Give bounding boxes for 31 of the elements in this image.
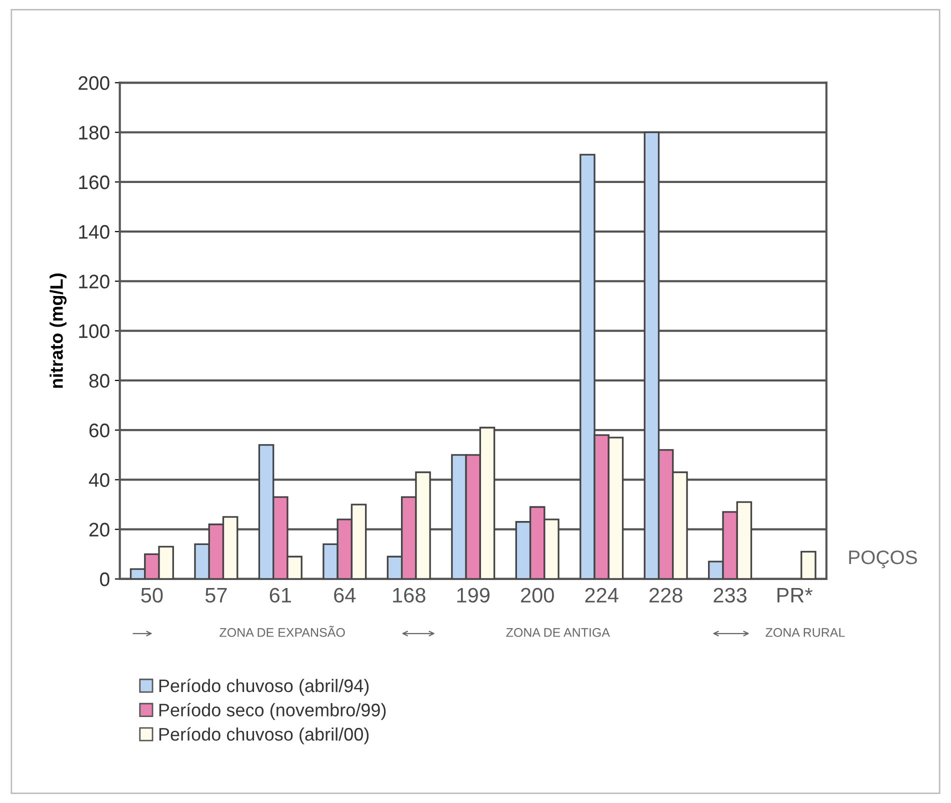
y-tick-label: 0 [100,572,110,586]
legend-label: Período chuvoso (abril/00) [159,727,369,744]
y-tick-label: 200 [78,76,110,90]
y-tick-label: 120 [79,274,110,288]
bar [800,550,816,579]
x-tick-label: 57 [205,588,227,603]
x-tick-label: 61 [270,588,291,603]
y-tick-label: 80 [89,374,110,388]
legend-label: Período chuvoso (abril/94) [159,678,369,696]
y-tick-label: 40 [88,473,110,487]
x-tick-label: 50 [141,588,163,603]
x-tick-label: 199 [457,588,490,603]
text: ZONA DE ANTIGA [506,628,610,637]
y-tick-label: 180 [79,126,110,140]
x-tick-label: 64 [334,588,356,603]
y-axis-title: nitrato (mg/L) [50,274,67,388]
x-tick-label: 200 [521,588,554,603]
x-tick-label: 224 [585,588,618,602]
y-tick-label: 140 [79,225,110,239]
y-tick-label: 100 [79,324,110,338]
x-tick-label: 228 [650,588,682,603]
text: ZONA DE EXPANSÃO [220,626,345,637]
y-tick-label: 160 [79,175,110,190]
x-axis-title: POÇOS [849,550,917,568]
y-tick-label: 20 [89,522,110,537]
x-tick-label: 168 [393,588,426,603]
text: ZONA RURAL [766,628,845,637]
legend-label: Período seco (novembro/99) [159,702,386,720]
y-tick-label: 60 [89,424,110,438]
x-tick-label: PR* [777,588,812,602]
x-tick-label: 233 [714,588,747,603]
